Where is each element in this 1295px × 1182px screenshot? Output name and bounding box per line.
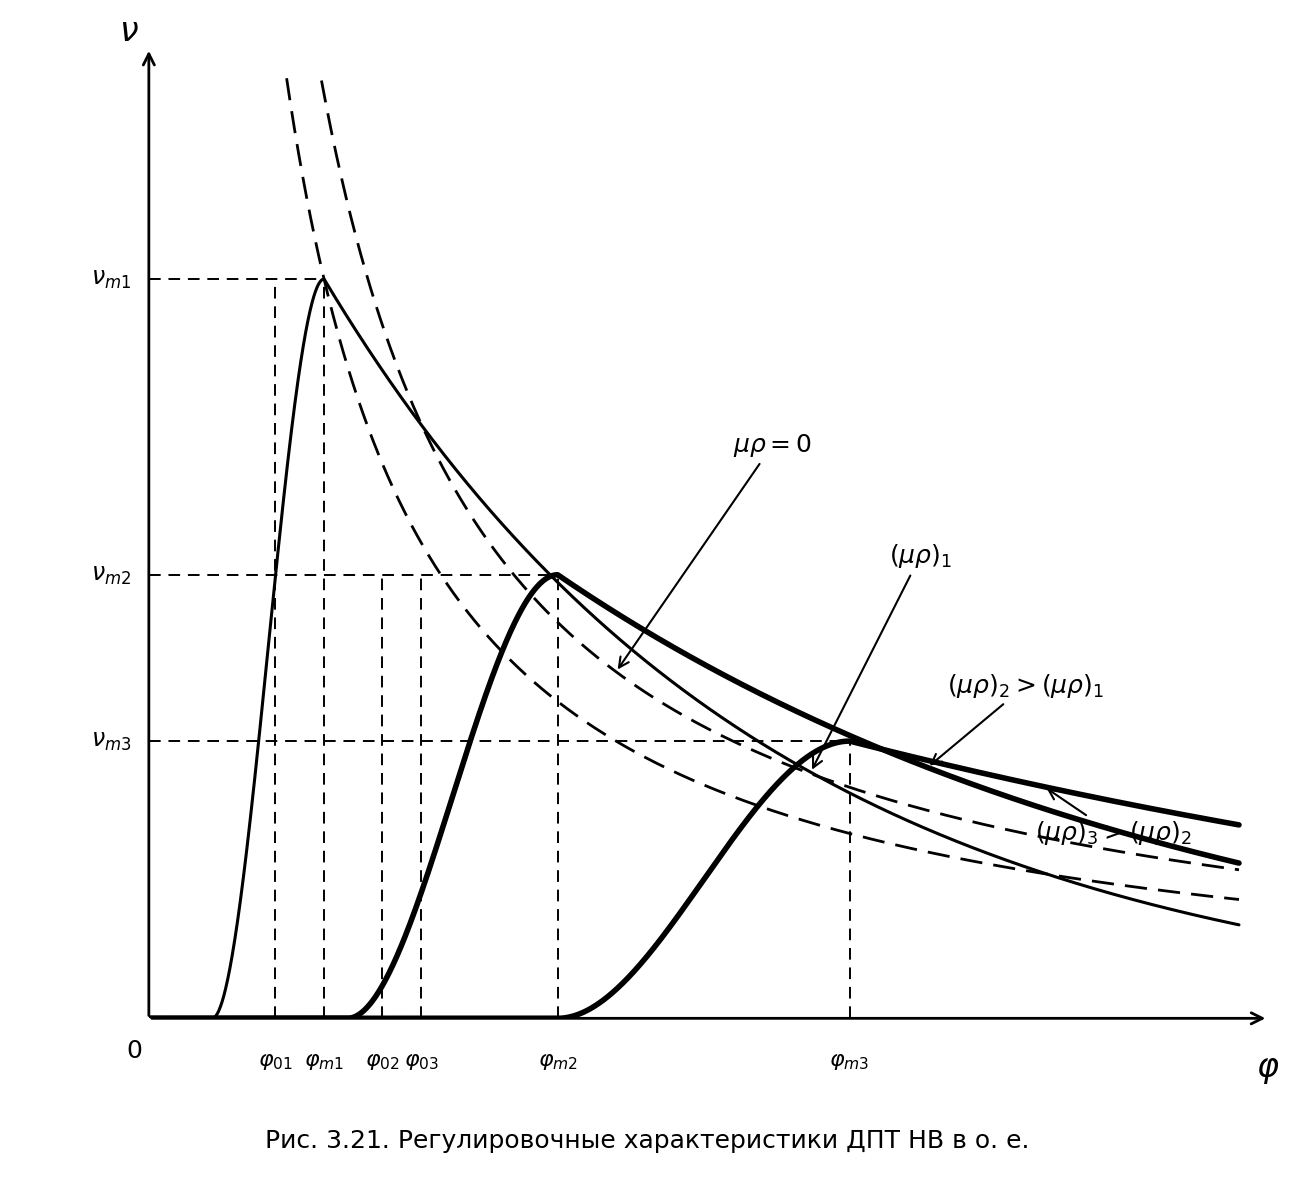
Text: $\varphi_{01}$: $\varphi_{01}$: [258, 1052, 293, 1072]
Text: $(\mu\rho)_2>(\mu\rho)_1$: $(\mu\rho)_2>(\mu\rho)_1$: [931, 671, 1105, 765]
Text: $\varphi_{m1}$: $\varphi_{m1}$: [304, 1052, 344, 1072]
Text: $\varphi_{03}$: $\varphi_{03}$: [404, 1052, 439, 1072]
Text: $\varphi_{02}$: $\varphi_{02}$: [365, 1052, 400, 1072]
Text: $\varphi_{m3}$: $\varphi_{m3}$: [830, 1052, 870, 1072]
Text: $(\mu\rho)_1$: $(\mu\rho)_1$: [813, 543, 952, 767]
Text: $\nu_{m2}$: $\nu_{m2}$: [91, 563, 131, 586]
Text: $\mu\rho=0$: $\mu\rho=0$: [619, 431, 812, 668]
Text: $\nu_{m1}$: $\nu_{m1}$: [91, 267, 131, 291]
Text: $\nu$: $\nu$: [119, 15, 140, 48]
Text: $\varphi$: $\varphi$: [1256, 1053, 1279, 1086]
Text: 0: 0: [127, 1039, 142, 1063]
Text: $\nu_{m3}$: $\nu_{m3}$: [91, 729, 131, 753]
Text: $(\mu\rho)_3>(\mu\rho)_2$: $(\mu\rho)_3>(\mu\rho)_2$: [1035, 790, 1191, 847]
Text: Рис. 3.21. Регулировочные характеристики ДПТ НВ в о. е.: Рис. 3.21. Регулировочные характеристики…: [265, 1129, 1030, 1152]
Text: $\varphi_{m2}$: $\varphi_{m2}$: [537, 1052, 578, 1072]
